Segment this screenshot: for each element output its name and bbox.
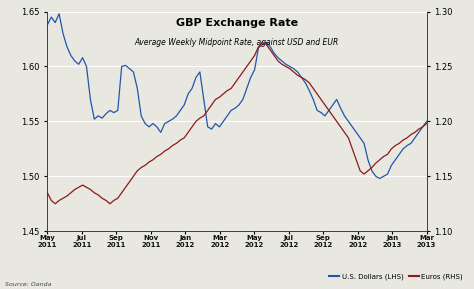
Legend: U.S. Dollars (LHS), Euros (RHS): U.S. Dollars (LHS), Euros (RHS) [326,271,466,283]
Text: GBP Exchange Rate: GBP Exchange Rate [176,18,298,28]
Text: Average Weekly Midpoint Rate, against USD and EUR: Average Weekly Midpoint Rate, against US… [135,38,339,47]
Text: Source: Oanda: Source: Oanda [5,282,51,287]
